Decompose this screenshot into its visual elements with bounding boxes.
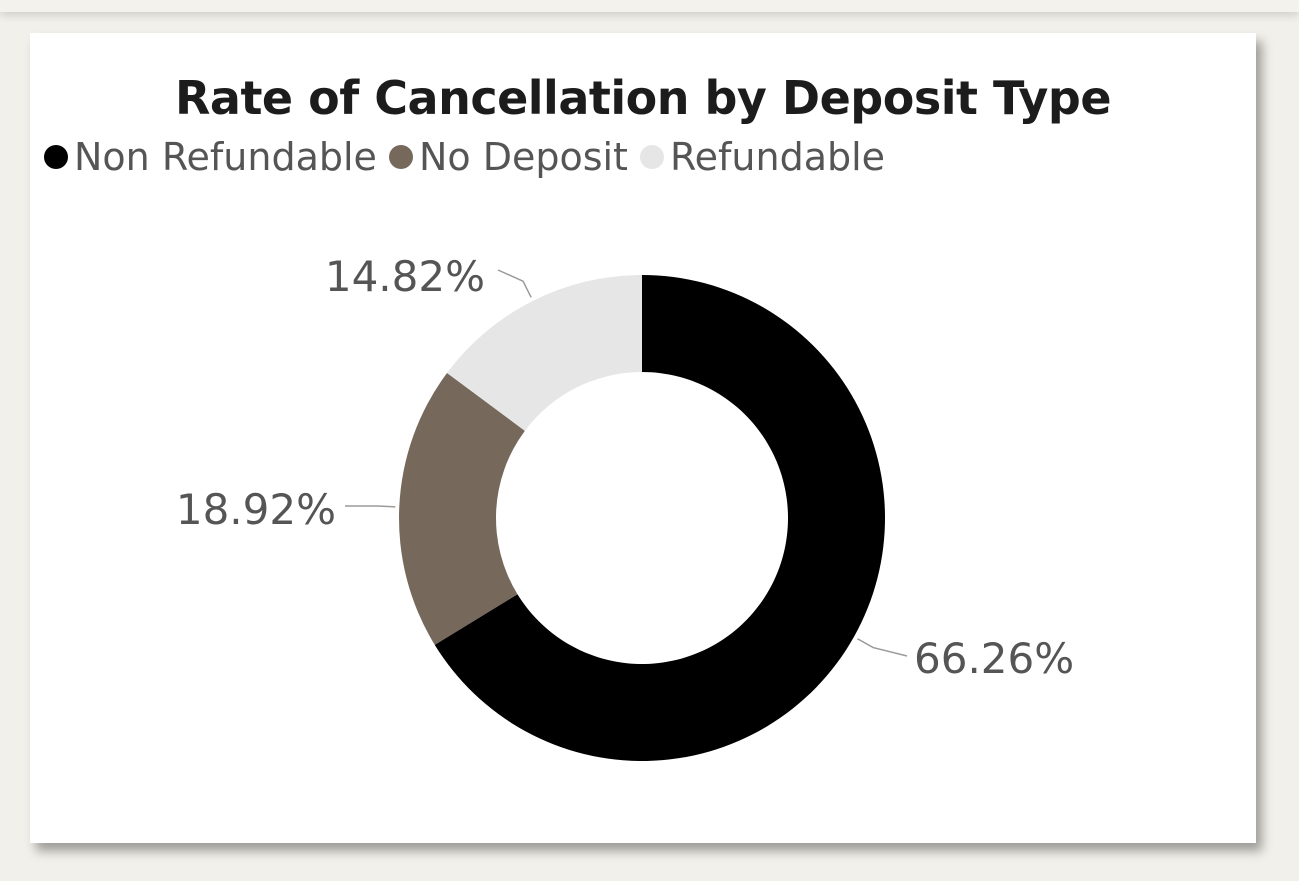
donut-slice-refundable[interactable]	[447, 275, 642, 431]
chart-card[interactable]: Rate of Cancellation by Deposit Type Non…	[30, 33, 1256, 843]
donut-chart: 66.26% 18.92% 14.82%	[176, 252, 1074, 761]
leader-line-no-deposit	[344, 505, 396, 508]
donut-slice-no-deposit[interactable]	[399, 372, 525, 645]
top-strip	[0, 0, 1299, 12]
data-labels: 66.26% 18.92% 14.82%	[176, 252, 1074, 683]
donut-slice-non-refundable[interactable]	[434, 275, 886, 761]
legend-label-non-refundable: Non Refundable	[74, 135, 377, 179]
legend-label-refundable: Refundable	[669, 135, 886, 179]
chart-title: Rate of Cancellation by Deposit Type	[174, 71, 1112, 125]
leader-lines	[344, 269, 908, 657]
data-label-non-refundable: 66.26%	[914, 634, 1074, 683]
legend-label-no-deposit: No Deposit	[418, 135, 628, 179]
data-label-no-deposit: 18.92%	[176, 485, 336, 534]
legend-marker-refundable	[639, 145, 664, 169]
leader-line-refundable	[497, 269, 532, 298]
legend-item-no-deposit[interactable]: No Deposit	[388, 135, 628, 179]
legend-item-non-refundable[interactable]: Non Refundable	[44, 135, 377, 179]
data-label-refundable: 14.82%	[325, 252, 485, 301]
donut-slices	[399, 275, 886, 761]
legend-marker-non-refundable	[44, 145, 68, 169]
legend-marker-no-deposit	[388, 145, 413, 169]
leader-line-non-refundable	[857, 638, 908, 657]
chart-legend: Non Refundable No Deposit Refundable	[44, 135, 897, 179]
legend-item-refundable[interactable]: Refundable	[639, 135, 886, 179]
